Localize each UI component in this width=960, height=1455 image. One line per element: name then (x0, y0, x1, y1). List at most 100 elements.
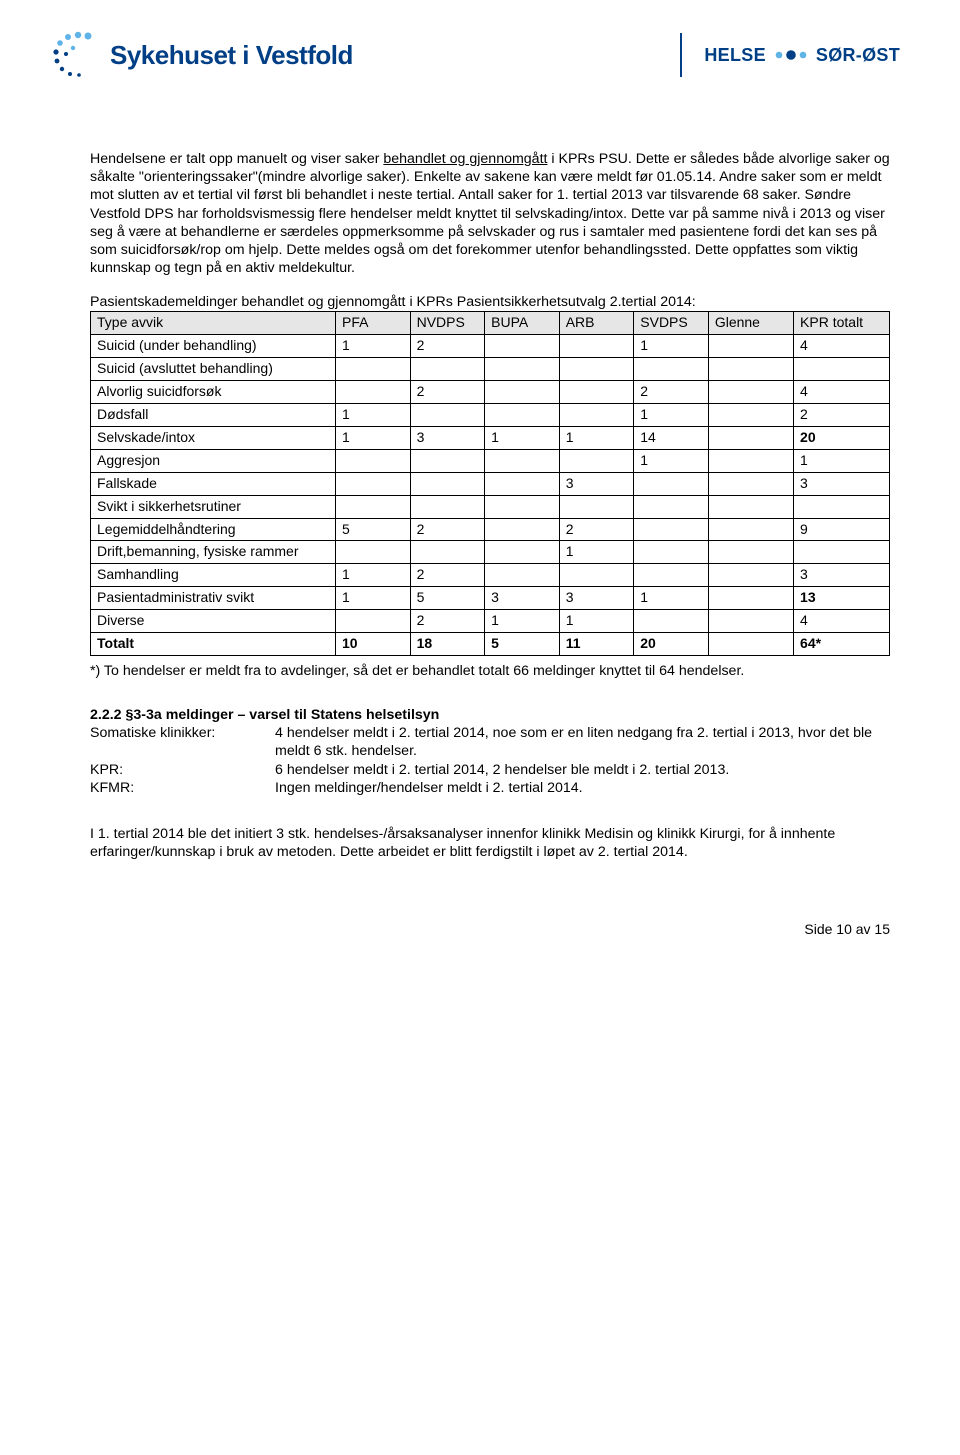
total-bupa: 5 (485, 633, 560, 656)
cell: 5 (336, 518, 411, 541)
total-pfa: 10 (336, 633, 411, 656)
total-kpr: 64* (794, 633, 890, 656)
col-svdps: SVDPS (634, 312, 709, 335)
cell (559, 449, 634, 472)
cell (559, 404, 634, 427)
table-row: Legemiddelhåndtering5229 (91, 518, 890, 541)
org-name: Sykehuset i Vestfold (110, 40, 353, 71)
cell (410, 495, 485, 518)
cell (559, 358, 634, 381)
row-label: Samhandling (91, 564, 336, 587)
cell: 1 (634, 335, 709, 358)
cell: 3 (559, 587, 634, 610)
table-row: Pasientadministrativ svikt1533113 (91, 587, 890, 610)
cell (485, 541, 560, 564)
table-row: Svikt i sikkerhetsrutiner (91, 495, 890, 518)
cell: 14 (634, 426, 709, 449)
body: Hendelsene er talt opp manuelt og viser … (90, 150, 890, 861)
row-total (794, 358, 890, 381)
cell (485, 381, 560, 404)
cell: 2 (410, 335, 485, 358)
cell: 1 (634, 449, 709, 472)
cell (708, 381, 793, 404)
col-glenne: Glenne (708, 312, 793, 335)
total-label: Totalt (91, 633, 336, 656)
row-label: Legemiddelhåndtering (91, 518, 336, 541)
table-row: Fallskade33 (91, 472, 890, 495)
cell: 1 (559, 541, 634, 564)
cell (410, 472, 485, 495)
kv-key: KFMR: (90, 779, 275, 797)
cell (708, 335, 793, 358)
cell (634, 358, 709, 381)
row-label: Diverse (91, 610, 336, 633)
partner-a: HELSE (704, 45, 766, 66)
cell (336, 358, 411, 381)
cell (634, 518, 709, 541)
cell (708, 426, 793, 449)
col-pfa: PFA (336, 312, 411, 335)
cell (336, 495, 411, 518)
cell (485, 518, 560, 541)
cell (485, 404, 560, 427)
cell (708, 518, 793, 541)
table-row: Drift,bemanning, fysiske rammer1 (91, 541, 890, 564)
cell (410, 449, 485, 472)
total-nvdps: 18 (410, 633, 485, 656)
partner-b: SØR-ØST (816, 45, 900, 66)
cell (410, 541, 485, 564)
cell (336, 541, 411, 564)
table-header-row: Type avvik PFA NVDPS BUPA ARB SVDPS Glen… (91, 312, 890, 335)
row-label: Dødsfall (91, 404, 336, 427)
cell: 1 (634, 404, 709, 427)
table-row: Samhandling123 (91, 564, 890, 587)
cell (708, 449, 793, 472)
col-total: KPR totalt (794, 312, 890, 335)
row-label: Suicid (avsluttet behandling) (91, 358, 336, 381)
cell (559, 564, 634, 587)
row-total (794, 495, 890, 518)
cell (336, 610, 411, 633)
total-glenne (708, 633, 793, 656)
row-total (794, 541, 890, 564)
row-total: 13 (794, 587, 890, 610)
row-total: 3 (794, 472, 890, 495)
row-total: 9 (794, 518, 890, 541)
table-row: Suicid (avsluttet behandling) (91, 358, 890, 381)
cell: 2 (410, 381, 485, 404)
row-label: Aggresjon (91, 449, 336, 472)
row-total: 20 (794, 426, 890, 449)
row-label: Alvorlig suicidforsøk (91, 381, 336, 404)
cell (336, 472, 411, 495)
cell (485, 495, 560, 518)
cell: 2 (559, 518, 634, 541)
row-total: 4 (794, 610, 890, 633)
cell: 3 (485, 587, 560, 610)
row-total: 4 (794, 381, 890, 404)
cell: 1 (485, 426, 560, 449)
partner-logo: HELSE SØR-ØST (666, 33, 900, 77)
cell: 1 (559, 426, 634, 449)
paragraph-1: Hendelsene er talt opp manuelt og viser … (90, 150, 890, 277)
cell (634, 610, 709, 633)
p1-a: Hendelsene er talt opp manuelt og viser … (90, 151, 383, 167)
cell: 2 (410, 610, 485, 633)
row-total: 4 (794, 335, 890, 358)
col-type: Type avvik (91, 312, 336, 335)
cell (559, 495, 634, 518)
cell: 1 (336, 335, 411, 358)
kv-value: 6 hendelser meldt i 2. tertial 2014, 2 h… (275, 761, 890, 779)
dot-swirl-icon (50, 30, 100, 80)
table-row: Suicid (under behandling)1214 (91, 335, 890, 358)
table-row: Alvorlig suicidforsøk224 (91, 381, 890, 404)
kv-row: KFMR:Ingen meldinger/hendelser meldt i 2… (90, 779, 890, 797)
kv-key: KPR: (90, 761, 275, 779)
row-label: Suicid (under behandling) (91, 335, 336, 358)
row-label: Svikt i sikkerhetsrutiner (91, 495, 336, 518)
cell (634, 495, 709, 518)
total-arb: 11 (559, 633, 634, 656)
table-row: Aggresjon11 (91, 449, 890, 472)
cell (559, 335, 634, 358)
cell: 3 (559, 472, 634, 495)
paragraph-2: Pasientskademeldinger behandlet og gjenn… (90, 293, 890, 311)
